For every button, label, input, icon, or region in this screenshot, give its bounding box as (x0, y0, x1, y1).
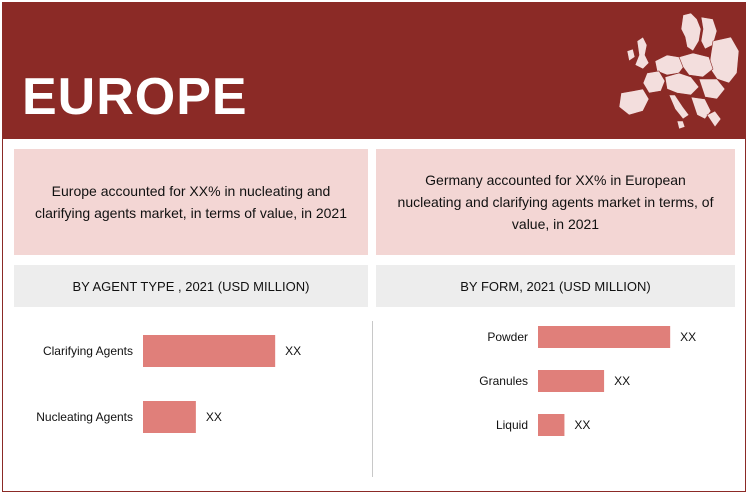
form-chart-title: BY FORM, 2021 (USD MILLION) (376, 265, 735, 307)
bar-nucleating-agents (143, 401, 196, 433)
value-label-nucleating-agents: XX (206, 410, 222, 424)
agent-type-chart-title: BY AGENT TYPE , 2021 (USD MILLION) (14, 265, 368, 307)
bar-clarifying-agents (143, 335, 276, 367)
europe-stat-text: Europe accounted for XX% in nucleating a… (34, 183, 348, 221)
germany-stat-box: Germany accounted for XX% in European nu… (376, 149, 735, 255)
value-label-clarifying-agents: XX (285, 344, 301, 358)
infographic-frame: EUROPE Europe accounted for XX (2, 2, 746, 492)
bar-powder (538, 326, 671, 348)
category-label-nucleating-agents: Nucleating Agents (36, 410, 133, 424)
category-label-granules: Granules (479, 374, 528, 388)
panel-divider (372, 321, 373, 477)
value-label-granules: XX (614, 374, 630, 388)
europe-map-icon (618, 12, 740, 130)
germany-stat-text: Germany accounted for XX% in European nu… (397, 172, 714, 232)
value-label-powder: XX (680, 330, 696, 344)
category-label-liquid: Liquid (496, 418, 528, 432)
form-bar-chart: Powder XX Granules XX Liquid XX (479, 326, 696, 436)
region-banner: EUROPE (3, 3, 745, 139)
category-label-clarifying-agents: Clarifying Agents (43, 344, 133, 358)
category-label-powder: Powder (487, 330, 528, 344)
region-title: EUROPE (22, 68, 248, 126)
bar-granules (538, 370, 605, 392)
agent-type-bar-chart: Clarifying Agents XX Nucleating Agents XX (36, 335, 301, 433)
value-label-liquid: XX (574, 418, 590, 432)
europe-stat-box: Europe accounted for XX% in nucleating a… (14, 149, 368, 255)
bar-liquid (538, 414, 565, 436)
